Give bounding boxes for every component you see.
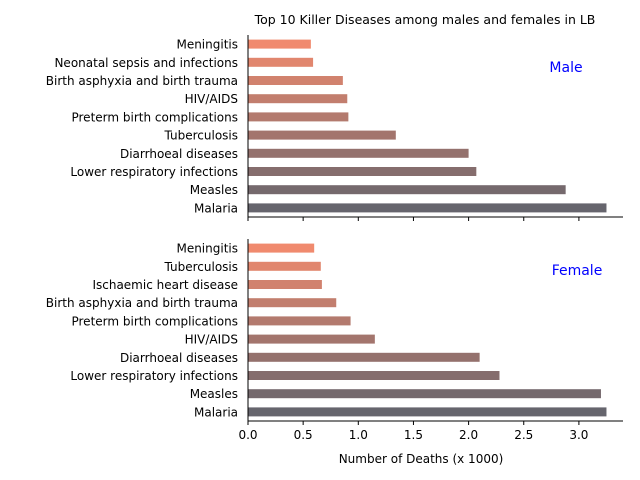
- female-bars: [248, 243, 607, 417]
- male-category-labels: Meningitis Neonatal sepsis and infections…: [46, 38, 238, 216]
- male-bar: [248, 39, 311, 49]
- male-category-label: Birth asphyxia and birth trauma: [46, 74, 238, 88]
- male-category-label: Preterm birth complications: [71, 110, 238, 124]
- female-bar: [248, 261, 321, 271]
- female-category-label: Malaria: [194, 405, 238, 419]
- male-category-label: HIV/AIDS: [185, 92, 238, 106]
- male-category-label: Malaria: [194, 201, 238, 215]
- female-bar: [248, 389, 601, 399]
- male-bar: [248, 94, 348, 104]
- male-bar: [248, 57, 314, 67]
- male-category-label: Neonatal sepsis and infections: [54, 56, 238, 70]
- female-x-ticks: 0.0 0.5 1.0 1.5 2.0 2.5 3.0: [238, 421, 588, 442]
- male-bar: [248, 148, 469, 158]
- male-category-label: Tuberculosis: [164, 129, 239, 143]
- female-bar: [248, 352, 480, 362]
- x-tick-label: 1.0: [349, 428, 368, 442]
- female-panel-label: Female: [552, 263, 603, 279]
- female-bar: [248, 316, 351, 326]
- female-category-label: Measles: [190, 387, 238, 401]
- male-bar: [248, 203, 607, 213]
- male-bar: [248, 76, 343, 85]
- female-category-label: HIV/AIDS: [185, 333, 238, 347]
- x-tick-label: 0.0: [238, 428, 257, 442]
- female-category-labels: Meningitis Tuberculosis Ischaemic heart di…: [46, 242, 238, 420]
- female-bar: [248, 243, 315, 253]
- female-category-label: Meningitis: [176, 242, 238, 256]
- female-bar: [248, 280, 322, 289]
- x-axis-label: Number of Deaths (x 1000): [339, 452, 504, 466]
- male-panel-label: Male: [549, 60, 582, 76]
- male-x-ticks: [247, 217, 580, 221]
- female-category-label: Ischaemic heart disease: [92, 278, 238, 292]
- male-category-label: Lower respiratory infections: [70, 165, 238, 179]
- male-bar: [248, 130, 396, 140]
- male-category-label: Measles: [190, 183, 238, 197]
- female-bar: [248, 407, 607, 417]
- male-category-label: Meningitis: [176, 38, 238, 52]
- x-tick-label: 2.0: [459, 428, 478, 442]
- male-category-label: Diarrhoeal diseases: [120, 147, 238, 161]
- female-category-label: Birth asphyxia and birth trauma: [46, 296, 238, 310]
- female-category-label: Lower respiratory infections: [70, 369, 238, 383]
- x-tick-label: 1.5: [404, 428, 423, 442]
- female-bar: [248, 371, 500, 380]
- female-bar: [248, 298, 337, 308]
- male-bar: [248, 112, 349, 122]
- male-panel: Meningitis Neonatal sepsis and infections…: [46, 35, 623, 221]
- male-bar: [248, 167, 477, 176]
- female-panel: Meningitis Tuberculosis Ischaemic heart di…: [46, 239, 623, 442]
- female-category-label: Preterm birth complications: [71, 314, 238, 328]
- female-category-label: Tuberculosis: [164, 260, 239, 274]
- female-bar: [248, 334, 375, 344]
- x-tick-label: 2.5: [514, 428, 533, 442]
- male-bar: [248, 185, 566, 195]
- chart-title: Top 10 Killer Diseases among males and f…: [254, 12, 596, 27]
- x-tick-label: 3.0: [569, 428, 588, 442]
- male-bars: [248, 39, 607, 213]
- x-tick-label: 0.5: [294, 428, 313, 442]
- female-category-label: Diarrhoeal diseases: [120, 351, 238, 365]
